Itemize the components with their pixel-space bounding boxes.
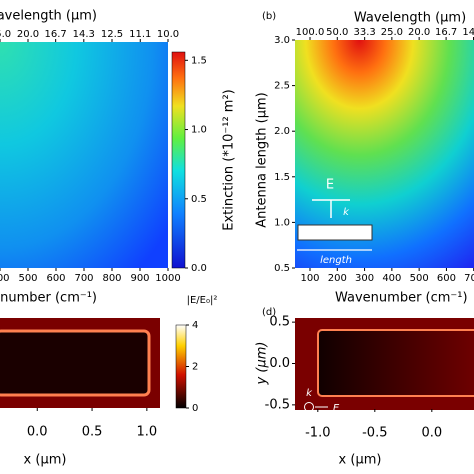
x-tick-label: 900 <box>130 273 149 284</box>
y-tick-label: 0.5 <box>269 315 290 330</box>
antenna-c <box>0 329 151 397</box>
x2-axis-label: Wavelength (μm) <box>354 11 466 26</box>
colorbar-tick-label: 4 <box>192 320 198 331</box>
x-axis-label: Wavenumber (cm⁻¹) <box>0 291 97 306</box>
x-tick-label: 800 <box>102 273 121 284</box>
y-tick-label: 2.0 <box>274 126 290 137</box>
colorbar-label: Extinction (*10⁻¹² m²) <box>222 89 237 231</box>
k-symbol <box>304 402 314 412</box>
x-tick-label: 700 <box>464 273 474 284</box>
x-tick-label: 600 <box>437 273 456 284</box>
x-axis-label: x (μm) <box>339 453 382 468</box>
colorbar-c <box>175 324 187 409</box>
x-tick-label: 700 <box>74 273 93 284</box>
panel-label: (b) <box>262 11 276 22</box>
x-tick-label: 400 <box>0 273 10 284</box>
x2-tick-label: 16.7 <box>435 27 457 38</box>
antenna-sketch <box>297 224 373 241</box>
colorbar-tick-label: 0 <box>192 403 198 414</box>
colorbar-tick-label: 2 <box>192 362 198 373</box>
y-tick-label: 1.5 <box>274 172 290 183</box>
annotation: length <box>320 255 352 266</box>
y-tick-label: -0.5 <box>265 397 290 412</box>
x2-tick-label: 20.0 <box>408 27 430 38</box>
antenna-d <box>317 329 474 397</box>
y-tick-label: 0.5 <box>274 263 290 274</box>
x-tick-label: 1.0 <box>137 425 158 440</box>
x2-tick-label: 33.3 <box>354 27 376 38</box>
x-tick-label: -1.0 <box>305 426 330 441</box>
annotation: k <box>306 388 313 399</box>
x-tick-label: 300 <box>355 273 374 284</box>
y-axis-label: y (μm) <box>255 342 270 386</box>
colorbar-label: |E/E₀|² <box>187 295 218 306</box>
y-axis-label: Antenna length (μm) <box>255 92 270 227</box>
colorbar-tick-label: 1.0 <box>191 125 207 136</box>
x2-tick-label: 11.1 <box>129 29 151 40</box>
x2-tick-label: 25.0 <box>0 29 11 40</box>
colorbar-tick-label: 0.0 <box>191 263 207 274</box>
x2-tick-label: 20.0 <box>17 29 39 40</box>
x2-tick-label: 12.5 <box>101 29 123 40</box>
x-tick-label: 400 <box>382 273 401 284</box>
x2-tick-label: 10.0 <box>157 29 179 40</box>
x2-tick-label: 16.7 <box>45 29 67 40</box>
x-tick-label: -0.5 <box>362 426 387 441</box>
x2-tick-label: 14.3 <box>462 27 474 38</box>
y-tick-label: 1.0 <box>274 217 290 228</box>
annotation: E <box>326 178 334 193</box>
x-tick-label: 500 <box>18 273 37 284</box>
x-tick-label: 0.5 <box>82 425 103 440</box>
x-axis-label: x (μm) <box>24 453 67 468</box>
x-tick-label: 100 <box>300 273 319 284</box>
y-tick-label: 0.0 <box>269 356 290 371</box>
x-tick-label: 600 <box>46 273 65 284</box>
x2-tick-label: 14.3 <box>73 29 95 40</box>
colorbar-tick-label: 0.5 <box>191 194 207 205</box>
annotation: k <box>343 207 350 218</box>
x2-tick-label: 25.0 <box>381 27 403 38</box>
x2-axis-label: Wavelength (μm) <box>0 9 97 24</box>
annotation: E <box>333 403 340 414</box>
y-tick-label: 3.0 <box>274 35 290 46</box>
x-axis-label: Wavenumber (cm⁻¹) <box>335 291 468 306</box>
x2-tick-label: 50.0 <box>326 27 348 38</box>
x-tick-label: 500 <box>410 273 429 284</box>
heatmap-a <box>0 42 168 268</box>
x-tick-label: 0.0 <box>27 425 48 440</box>
x2-tick-label: 100.0 <box>296 27 325 38</box>
panel-label: (d) <box>262 307 276 318</box>
colorbar-tick-label: 1.5 <box>191 55 207 66</box>
x-tick-label: 200 <box>328 273 347 284</box>
y-tick-label: 2.5 <box>274 81 290 92</box>
x-tick-label: 0.0 <box>421 426 442 441</box>
x-tick-label: 1000 <box>155 273 180 284</box>
colorbar-a <box>171 51 186 269</box>
